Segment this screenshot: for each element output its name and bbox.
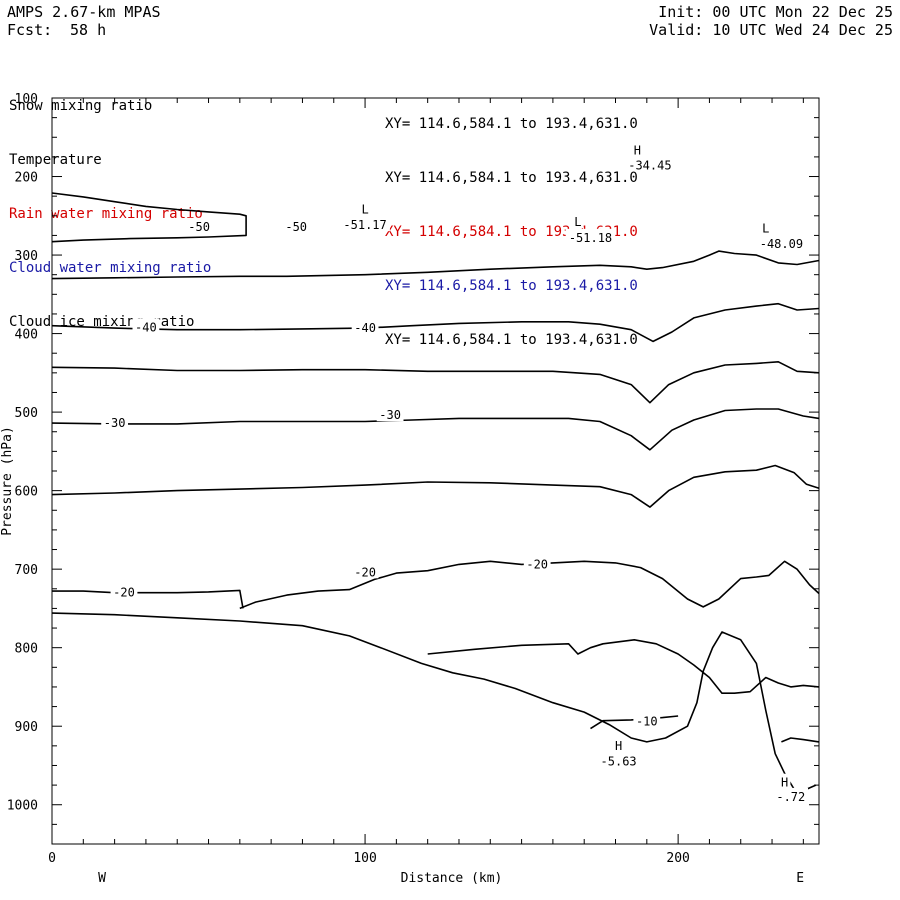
annotation-bg [597,752,640,768]
y-tick-label: 500 [15,406,38,421]
contour-line-9 [427,639,820,694]
legend-label: Rain water mixing ratio [9,206,203,222]
contour-line-8 [51,612,817,792]
contour-line-7 [52,589,244,609]
contour-annotation: -40 [135,320,157,334]
y-tick-label: 800 [15,642,38,657]
annotation-bg [101,414,128,430]
contour-annotation: -.72 [776,790,805,804]
contour-annotation: -50 [285,220,307,234]
annotation-bg [565,228,616,244]
y-tick-label: 900 [15,720,38,735]
forecast-label: Fcst: [7,21,53,39]
annotation-bg [351,319,379,335]
legend-row-snow: Snow mixing ratio XY= 114.6,584.1 to 193… [9,79,638,132]
y-tick-label: 300 [15,249,38,264]
legend-label: Temperature [9,152,102,168]
contour-annotation: -5.63 [601,755,637,769]
annotation-bg [756,235,807,251]
annotation-bg [612,736,625,752]
annotation-bg [351,563,379,579]
x-tick-label: 200 [666,851,689,866]
contour-annotation: -10 [636,715,658,729]
x-tick-label: 0 [48,851,56,866]
contour-annotation: L [574,215,581,229]
annotation-bg [760,219,772,235]
annotation-bg [625,156,675,172]
y-tick-label: 400 [15,328,38,343]
contour-line-6 [239,560,820,610]
legend-row-temperature: Temperature XY= 114.6,584.1 to 193.4,631… [9,133,638,186]
contour-line-10 [590,715,679,730]
legend-xy: XY= 114.6,584.1 to 193.4,631.0 [385,116,638,132]
east-label: E [796,871,804,886]
legend-row-cloud-water: Cloud water mixing ratio XY= 114.6,584.1… [9,241,638,294]
contour-line-0 [51,192,247,243]
y-tick-label: 200 [15,171,38,186]
contour-annotation: -20 [354,565,376,579]
contour-annotation: -30 [104,416,126,430]
contour-annotations: -50 -50L-51.17 L-51.18H-34.45L-48.09-40 -40… [101,141,808,804]
legend-xy: XY= 114.6,584.1 to 193.4,631.0 [385,170,638,186]
x-tick-label: 100 [353,851,376,866]
x-axis-label: Distance (km) [401,871,503,886]
field-legend: Snow mixing ratio XY= 114.6,584.1 to 193… [9,43,638,348]
annotation-bg [523,555,551,571]
contour-line-2 [51,302,820,343]
contour-annotation: -51.17 [343,218,386,232]
legend-xy: XY= 114.6,584.1 to 193.4,631.0 [385,278,638,294]
legend-label: Snow mixing ratio [9,98,153,114]
contour-annotation: L [361,203,368,217]
annotation-bg [185,217,213,233]
contour-annotation: -20 [526,557,548,571]
y-tick-label: 100 [15,92,38,107]
y-tick-label: 700 [15,563,38,578]
annotation-bg [773,787,808,803]
annotation-bg [359,200,371,216]
valid-time: Valid: 10 UTC Wed 24 Dec 25 [649,21,893,39]
annotation-bg [340,216,390,232]
contour-annotation: -34.45 [628,159,671,173]
contour-annotation: L [762,221,769,235]
annotation-bg [376,406,404,422]
contour-annotation: -40 [354,321,376,335]
contour-line-5 [51,464,820,508]
west-label: W [98,871,106,886]
contour-annotation: H [615,739,622,753]
legend-row-cloud-ice: Cloud ice mixing ratio XY= 114.6,584.1 t… [9,295,638,348]
contour-line-1 [51,250,820,280]
contour-annotation: H [781,776,788,790]
axis-ticks: 100 200 300 400 500 600 700 800 900 1000 0 100 200 [7,92,819,866]
legend-xy: XY= 114.6,584.1 to 193.4,631.0 [385,332,638,348]
annotation-bg [282,217,310,233]
annotation-bg [631,141,644,157]
contour-annotation: -48.09 [760,237,803,251]
y-tick-label: 600 [15,485,38,500]
isotherm-contours [51,192,820,792]
annotation-bg [132,318,160,334]
y-tick-label: 1000 [7,799,38,814]
annotation-bg [633,712,661,728]
contour-annotation: -51.18 [569,231,612,245]
annotation-bg [110,583,138,599]
model-title: AMPS 2.67-km MPAS [7,3,161,21]
contour-line-4 [51,408,820,451]
legend-label: Cloud water mixing ratio [9,260,212,276]
contour-line-3 [51,361,820,404]
annotation-bg [572,213,584,229]
init-time: Init: 00 UTC Mon 22 Dec 25 [658,3,893,21]
plot-frame [51,97,820,845]
y-axis-label: Pressure (hPa) [0,426,15,536]
contour-annotation: -50 [188,220,210,234]
annotation-bg [778,773,791,789]
contour-line-11 [781,737,820,743]
forecast-hours: 58 h [70,21,107,39]
contour-annotation: -20 [113,586,135,600]
contour-annotation: H [634,144,641,158]
contour-annotation: -30 [379,408,401,422]
